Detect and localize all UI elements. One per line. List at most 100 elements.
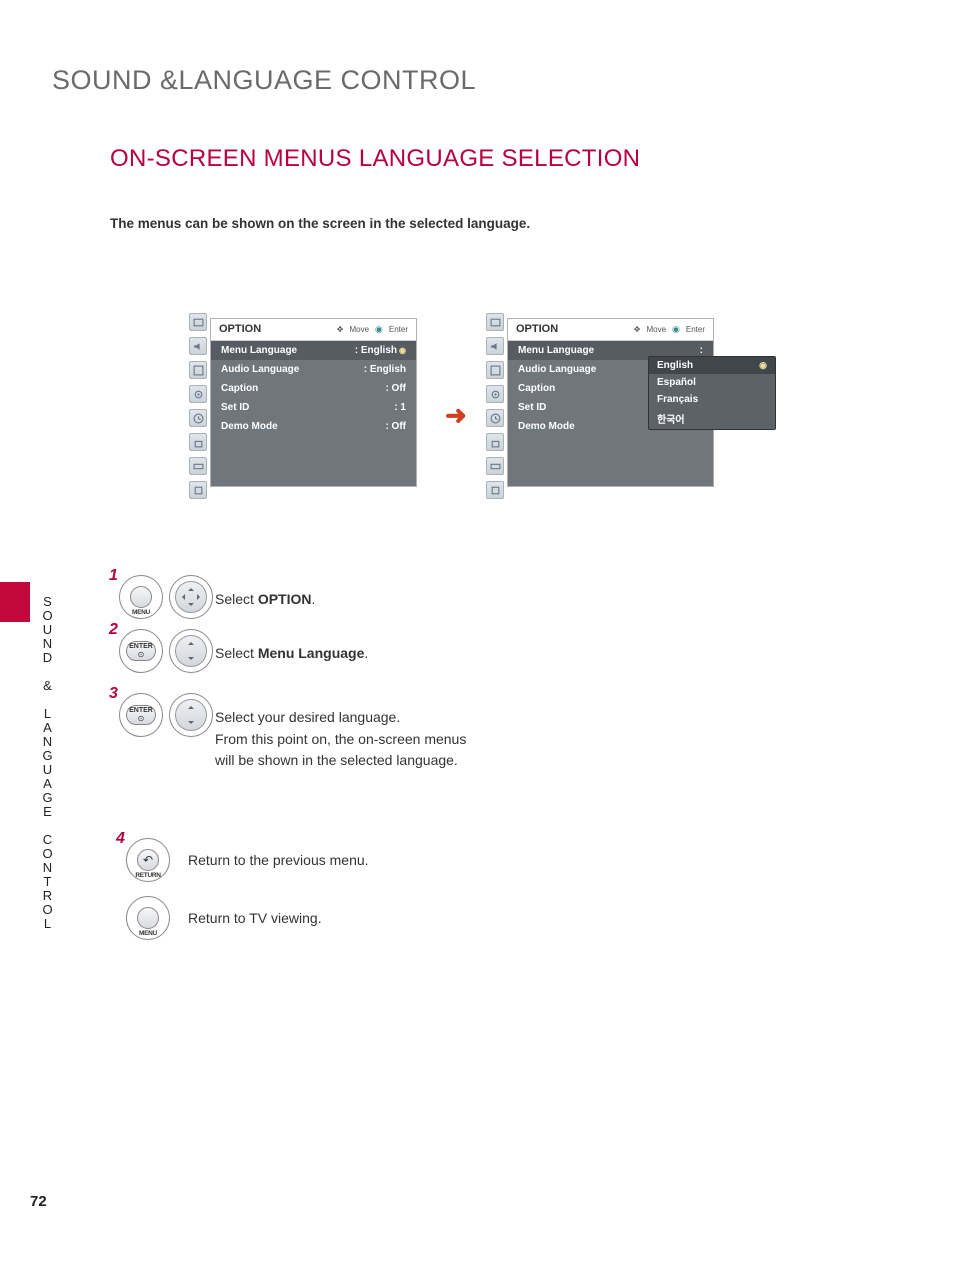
step-number: 1: [109, 567, 118, 585]
lang-option-label: 한국어: [657, 411, 685, 426]
page-title: SOUND &LANGUAGE CONTROL: [52, 65, 476, 96]
language-popup: English ◉ Español Français 한국어: [648, 356, 776, 430]
steps-list: 1 MENU Select OPTION. 2 ENTER⊙: [105, 575, 834, 782]
hint-move: Move: [349, 325, 369, 334]
lang-option-francais[interactable]: Français: [649, 391, 775, 408]
osd-row-audio-language[interactable]: Audio Language : English: [211, 360, 416, 379]
lang-option-label: English: [657, 360, 693, 371]
hint-enter: Enter: [686, 325, 705, 334]
page-number: 72: [30, 1193, 47, 1210]
osd-row-set-id[interactable]: Set ID : 1: [211, 398, 416, 417]
side-tab-label: SOUND & LANGUAGE CONTROL: [40, 594, 55, 930]
step-number: 3: [109, 685, 118, 703]
osd-row-label: Demo Mode: [518, 421, 575, 432]
osd-header-hints: ✥ Move ◉ Enter: [337, 324, 408, 335]
osd-sidebar-icons: [189, 313, 209, 505]
return-button[interactable]: ↶ RETURN: [126, 838, 170, 882]
picture-icon: [189, 313, 207, 331]
step-number: 2: [109, 621, 118, 639]
osd-header-title: OPTION: [219, 323, 337, 335]
nav-button[interactable]: [169, 575, 213, 619]
step-2: 2 ENTER⊙ Select Menu Language.: [105, 629, 834, 673]
step-4: 4 ↶ RETURN Return to the previous menu.: [112, 838, 369, 882]
usb-icon: [486, 481, 504, 499]
return-icon: ↶: [137, 849, 159, 871]
option-icon: [189, 385, 207, 403]
button-caption: MENU: [139, 930, 157, 937]
osd-row-caption[interactable]: Caption : Off: [211, 379, 416, 398]
lang-option-label: Français: [657, 394, 698, 405]
osd-row-value: : Off: [385, 383, 406, 394]
osd-row-value: :: [700, 345, 703, 356]
input-icon: [486, 457, 504, 475]
osd-header-title: OPTION: [516, 323, 634, 335]
osd-row-label: Audio Language: [518, 364, 596, 375]
side-tab: SOUND & LANGUAGE CONTROL: [0, 582, 30, 872]
input-icon: [189, 457, 207, 475]
channel-icon: [486, 361, 504, 379]
osd-row-label: Set ID: [221, 402, 249, 413]
step-number: 4: [116, 830, 125, 848]
side-tab-marker: [0, 582, 30, 622]
lock-icon: [486, 433, 504, 451]
step-text: Select OPTION.: [215, 575, 315, 611]
menu-button[interactable]: MENU: [119, 575, 163, 619]
audio-icon: [189, 337, 207, 355]
time-icon: [189, 409, 207, 427]
osd-header-hints: ✥ Move ◉ Enter: [634, 324, 705, 335]
enter-dot-icon: ◉: [672, 324, 680, 335]
osd-body-left: Menu Language : English◉ Audio Language …: [211, 341, 416, 486]
hint-enter: Enter: [389, 325, 408, 334]
option-icon: [486, 385, 504, 403]
lang-option-korean[interactable]: 한국어: [649, 408, 775, 429]
lang-option-english[interactable]: English ◉: [649, 357, 775, 374]
menu-button[interactable]: MENU: [126, 896, 170, 940]
nav-up-down-button[interactable]: [169, 629, 213, 673]
step-text: Select Menu Language.: [215, 629, 368, 665]
osd-row-label: Demo Mode: [221, 421, 278, 432]
osd-row-label: Menu Language: [221, 345, 297, 356]
intro-text: The menus can be shown on the screen in …: [110, 216, 530, 231]
osd-row-label: Set ID: [518, 402, 546, 413]
osd-sidebar-icons: [486, 313, 506, 505]
step-menu: MENU Return to TV viewing.: [112, 896, 369, 940]
osd-row-value: : English: [364, 364, 406, 375]
osd-row-label: Caption: [221, 383, 258, 394]
arrow-icon: ➜: [445, 400, 467, 431]
step-text: Return to TV viewing.: [188, 910, 322, 926]
osd-header: OPTION ✥ Move ◉ Enter: [508, 319, 713, 341]
osd-row-label: Menu Language: [518, 345, 594, 356]
section-title: ON-SCREEN MENUS LANGUAGE SELECTION: [110, 145, 640, 173]
step-3: 3 ENTER⊙ Select your desired language. F…: [105, 693, 834, 772]
enter-dot-icon: ◉: [375, 324, 383, 335]
mark-icon: ◉: [399, 346, 406, 355]
step-1: 1 MENU Select OPTION.: [105, 575, 834, 619]
time-icon: [486, 409, 504, 427]
osd-row-label: Caption: [518, 383, 555, 394]
move-icon: ✥: [337, 325, 344, 334]
lang-option-espanol[interactable]: Español: [649, 374, 775, 391]
move-icon: ✥: [634, 325, 641, 334]
button-caption: MENU: [132, 609, 150, 616]
enter-button[interactable]: ENTER⊙: [119, 629, 163, 673]
enter-button[interactable]: ENTER⊙: [119, 693, 163, 737]
osd-header: OPTION ✥ Move ◉ Enter: [211, 319, 416, 341]
hint-move: Move: [646, 325, 666, 334]
channel-icon: [189, 361, 207, 379]
lang-option-label: Español: [657, 377, 696, 388]
osd-row-value: : 1: [394, 402, 406, 413]
osd-row-demo-mode[interactable]: Demo Mode : Off: [211, 417, 416, 436]
usb-icon: [189, 481, 207, 499]
selected-mark-icon: ◉: [759, 360, 767, 371]
osd-row-value: : Off: [385, 421, 406, 432]
osd-row-value: : English: [355, 345, 397, 356]
button-caption: RETURN: [135, 872, 160, 879]
nav-up-down-button[interactable]: [169, 693, 213, 737]
picture-icon: [486, 313, 504, 331]
step-text: Return to the previous menu.: [188, 852, 369, 868]
bottom-steps: 4 ↶ RETURN Return to the previous menu. …: [112, 838, 369, 954]
osd-row-menu-language[interactable]: Menu Language : English◉: [211, 341, 416, 360]
osd-menu-left: OPTION ✥ Move ◉ Enter Menu Language : En…: [210, 318, 417, 487]
lock-icon: [189, 433, 207, 451]
osd-row-label: Audio Language: [221, 364, 299, 375]
